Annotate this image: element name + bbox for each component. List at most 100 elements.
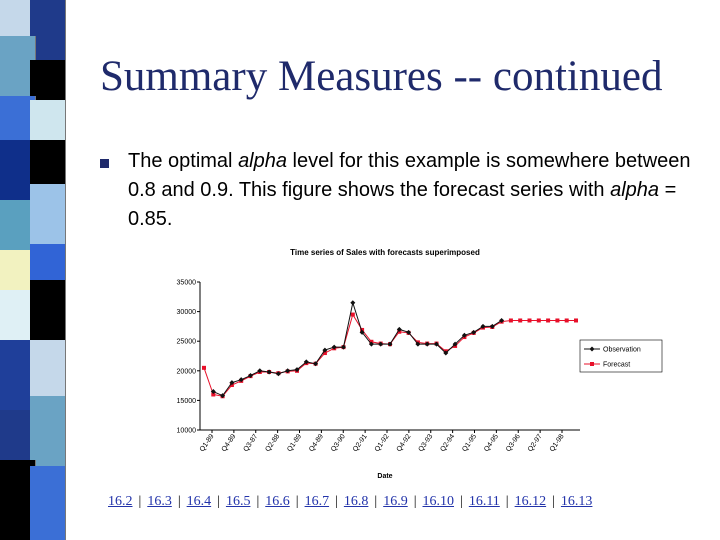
sidebar-block <box>30 0 66 60</box>
observation-point <box>489 323 495 329</box>
x-tick-label: Q4-95 <box>483 433 500 453</box>
nav-link-16-7[interactable]: 16.7 <box>304 494 330 509</box>
observation-point <box>387 341 393 347</box>
x-tick-label: Q1-89 <box>199 433 216 453</box>
x-tick-label: Q3-93 <box>417 433 434 453</box>
nav-link-16-2[interactable]: 16.2 <box>108 494 133 509</box>
x-tick-label: Q2-97 <box>527 433 544 453</box>
observation-point <box>275 371 281 377</box>
forecast-point <box>546 318 551 323</box>
observation-point <box>443 350 449 356</box>
bullet-square-icon <box>100 159 109 168</box>
forecast-point <box>518 318 523 323</box>
bullet-text-part: level for this example is somewhere betw… <box>128 150 691 201</box>
sidebar-block <box>30 60 66 100</box>
nav-link-16-10[interactable]: 16.10 <box>422 494 455 509</box>
forecast-point <box>322 351 327 356</box>
link-separator: | <box>138 494 142 509</box>
observation-point <box>424 341 430 347</box>
observation-point <box>406 329 412 335</box>
observation-point <box>434 341 439 347</box>
sidebar-block <box>30 244 66 280</box>
nav-link-16-6[interactable]: 16.6 <box>265 494 290 509</box>
link-separator: | <box>460 494 463 509</box>
x-tick-label: Q3-96 <box>505 433 522 453</box>
bullet-text: The optimal alpha level for this example… <box>128 147 708 234</box>
observation-point <box>285 368 291 374</box>
observation-point <box>461 332 467 338</box>
y-tick-label: 30000 <box>177 309 197 316</box>
y-tick-label: 35000 <box>177 280 197 287</box>
link-separator: | <box>413 494 417 509</box>
x-tick-label: Q2-88 <box>264 433 281 453</box>
sidebar-block <box>30 396 66 466</box>
observation-point <box>368 341 374 347</box>
sidebar-block <box>30 140 66 184</box>
x-tick-label: Q3-90 <box>330 433 347 453</box>
forecast-point <box>508 318 513 323</box>
legend-box <box>579 339 663 373</box>
bullet-text-part: The optimal <box>128 150 239 172</box>
y-tick-label: 20000 <box>177 368 197 375</box>
observation-point <box>266 369 272 375</box>
forecast-chart: Time series of Sales with forecasts supe… <box>177 248 663 480</box>
legend-observation-label: Observation <box>603 347 641 354</box>
x-tick-label: Q4-89 <box>221 433 238 453</box>
link-separator: | <box>374 494 378 509</box>
nav-link-16-3[interactable]: 16.3 <box>147 494 172 509</box>
observation-point <box>350 300 356 306</box>
forecast-line <box>203 313 576 397</box>
observation-point <box>248 373 253 379</box>
nav-link-16-4[interactable]: 16.4 <box>186 494 212 509</box>
observation-point <box>238 377 244 383</box>
observation-point <box>331 344 337 350</box>
alpha-term: alpha <box>238 150 287 172</box>
x-tick-label: Q2-91 <box>352 433 369 453</box>
observation-line <box>213 300 502 397</box>
alpha-term: alpha <box>610 179 660 201</box>
nav-link-16-9[interactable]: 16.9 <box>383 494 408 509</box>
forecast-point <box>536 318 541 323</box>
forecast-point <box>202 365 206 370</box>
observation-point <box>257 368 263 374</box>
observation-point <box>322 347 328 353</box>
observation-point <box>415 341 421 347</box>
forecast-point <box>527 318 532 323</box>
observation-point <box>303 359 309 365</box>
observation-point <box>359 329 365 335</box>
y-tick-label: 15000 <box>177 398 197 405</box>
bullet-text-part: = 0.85. <box>128 179 677 230</box>
x-tick-label: Q4-92 <box>396 433 413 453</box>
nav-link-16-5[interactable]: 16.5 <box>225 494 251 509</box>
observation-point <box>341 344 346 350</box>
nav-link-16-8[interactable]: 16.8 <box>343 494 369 509</box>
link-separator: | <box>295 494 299 509</box>
sidebar-block <box>30 340 66 396</box>
link-separator: | <box>552 494 555 509</box>
forecast-point <box>555 318 560 323</box>
forecast-point <box>350 312 355 317</box>
forecast-point <box>211 392 216 397</box>
link-separator: | <box>177 494 181 509</box>
observation-point <box>396 326 402 332</box>
forecast-point <box>574 318 578 323</box>
nav-link-16-13[interactable]: 16.13 <box>560 494 593 509</box>
nav-link-16-11[interactable]: 16.11 <box>468 494 500 509</box>
nav-link-16-12[interactable]: 16.12 <box>514 494 547 509</box>
sidebar-block <box>30 184 66 244</box>
observation-point <box>499 317 505 323</box>
x-axis-title: Date <box>377 473 392 480</box>
x-tick-label: Q1-89 <box>286 433 303 453</box>
slide-navigation-links: 16.2 | 16.3 | 16.4 | 16.5 | 16.6 | 16.7 | 16.8 | 16.9 |… <box>108 494 592 510</box>
forecast-point <box>564 318 569 323</box>
link-separator: | <box>505 494 509 509</box>
legend-forecast-marker <box>590 362 594 366</box>
x-tick-label: Q2-94 <box>439 433 456 453</box>
slide-title: Summary Measures -- continued <box>100 53 663 100</box>
observation-point <box>210 389 216 395</box>
legend-observation-marker <box>589 346 595 352</box>
observation-point <box>229 380 235 386</box>
sidebar-block <box>30 466 66 540</box>
x-tick-label: Q1-95 <box>461 433 478 453</box>
y-tick-label: 10000 <box>177 428 197 435</box>
